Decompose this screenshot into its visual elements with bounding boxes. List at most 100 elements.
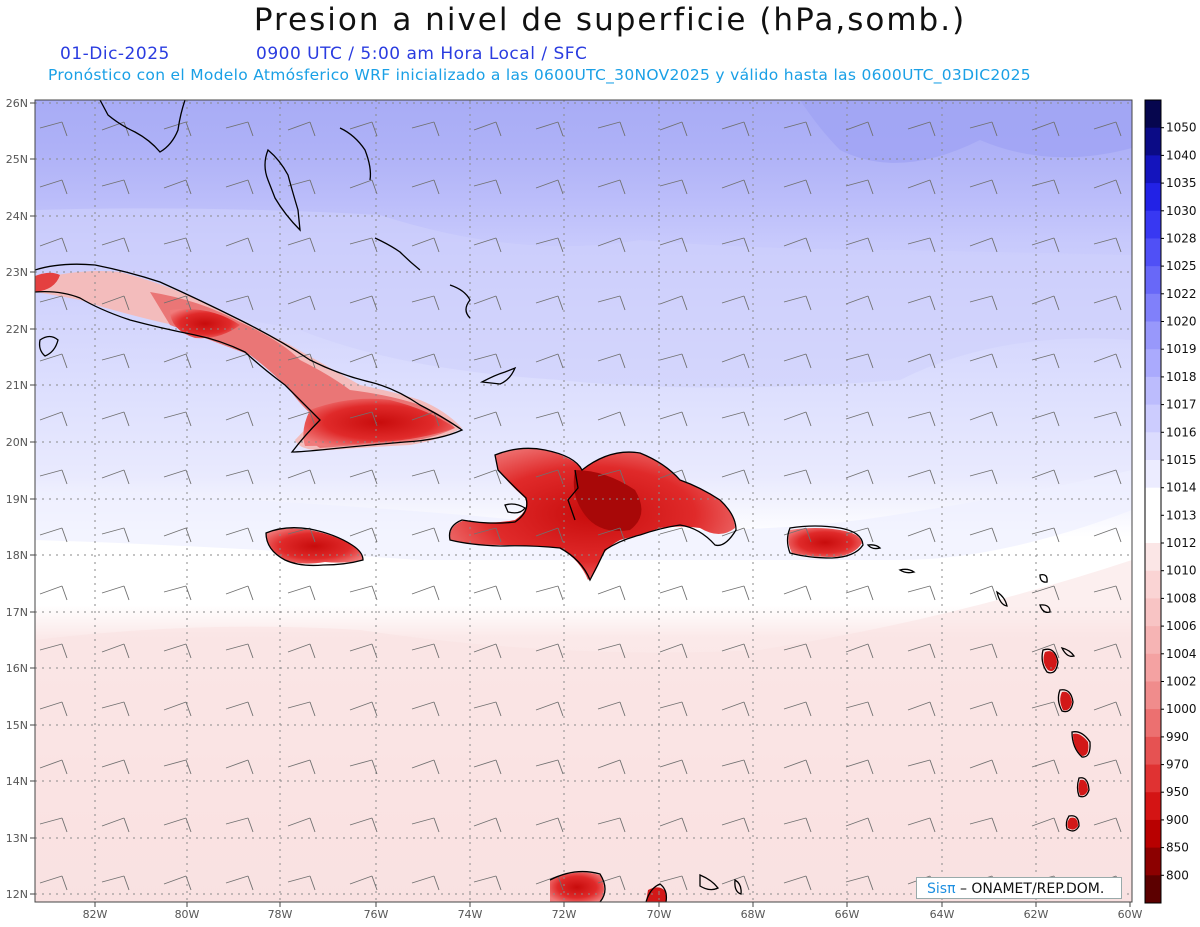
wind-barb-icon	[659, 759, 688, 775]
wind-barb-icon	[783, 701, 812, 717]
wind-barb-icon	[845, 759, 874, 775]
wind-barb-icon	[845, 295, 874, 311]
land-pressure	[35, 271, 1089, 902]
colorbar-label: 1020	[1166, 315, 1197, 329]
wind-barb-icon	[845, 353, 874, 369]
coastlines	[35, 100, 1091, 902]
wind-barb-icon	[783, 817, 812, 833]
wind-barb-icon	[969, 295, 998, 311]
wind-barb-icon	[39, 759, 68, 775]
wind-barb-icon	[101, 585, 130, 601]
wind-barb-icon	[39, 121, 68, 137]
colorbar-swatches	[1145, 100, 1161, 904]
colorbar-label: 950	[1166, 785, 1189, 799]
wind-barb-icon	[597, 237, 626, 253]
wind-barb-icon	[411, 469, 440, 485]
wind-barb-icon	[659, 121, 688, 137]
wind-barb-icon	[907, 237, 936, 253]
wind-barb-icon	[597, 875, 626, 891]
wind-barb-icon	[1093, 817, 1122, 833]
wind-barb-icon	[411, 817, 440, 833]
lat-label-16n: 16N	[6, 662, 28, 675]
wind-barb-icon	[101, 179, 130, 195]
lon-label-64w: 64W	[930, 908, 955, 921]
wind-barb-icon	[411, 759, 440, 775]
colorbar-swatch	[1145, 127, 1161, 156]
wind-barb-icon	[783, 469, 812, 485]
colorbar-label: 1016	[1166, 425, 1197, 439]
wind-barb-icon	[163, 121, 192, 137]
wind-barb-icon	[659, 411, 688, 427]
wind-barb-icon	[225, 759, 254, 775]
wind-barb-icon	[349, 353, 378, 369]
wind-barb-icon	[101, 469, 130, 485]
wind-barb-icon	[535, 701, 564, 717]
wind-barb-icon	[907, 353, 936, 369]
colorbar-label: 1006	[1166, 619, 1197, 633]
wind-barb-icon	[225, 817, 254, 833]
wind-barb-icon	[473, 759, 502, 775]
wind-barb-icon	[721, 237, 750, 253]
wind-barb-icon	[349, 527, 378, 543]
wind-barb-icon	[907, 701, 936, 717]
wind-barb-icon	[1031, 237, 1060, 253]
colorbar-swatch	[1145, 266, 1161, 295]
wind-barb-icon	[659, 701, 688, 717]
wind-barb-icon	[783, 875, 812, 891]
wind-barb-icon	[535, 411, 564, 427]
wind-barb-icon	[225, 121, 254, 137]
lat-label-13n: 13N	[6, 832, 28, 845]
wind-barb-icon	[163, 585, 192, 601]
lon-ticks	[94, 902, 1131, 907]
wind-barb-icon	[969, 237, 998, 253]
colorbar-label: 900	[1166, 813, 1189, 827]
wind-barb-icon	[163, 295, 192, 311]
lat-label-12n: 12N	[6, 888, 28, 901]
wind-barb-icon	[411, 353, 440, 369]
wind-barb-icon	[473, 875, 502, 891]
colorbar-swatch	[1145, 376, 1161, 406]
wind-barb-icon	[1031, 295, 1060, 311]
wind-barb-icon	[721, 469, 750, 485]
wind-barb-icon	[39, 295, 68, 311]
colorbar-swatch	[1145, 321, 1161, 350]
colorbar-swatch	[1145, 210, 1161, 239]
wind-barb-icon	[535, 121, 564, 137]
wind-barb-icon	[287, 701, 316, 717]
wind-barb-icon	[1093, 701, 1122, 717]
wind-barb-icon	[287, 411, 316, 427]
lon-label-62w: 62W	[1024, 908, 1049, 921]
colorbar-label: 970	[1166, 758, 1189, 772]
wind-barb-icon	[225, 237, 254, 253]
wind-barb-icon	[1031, 353, 1060, 369]
colorbar-label: 1030	[1166, 204, 1197, 218]
wind-barb-icon	[101, 875, 130, 891]
wind-barb-icon	[163, 411, 192, 427]
wind-barb-icon	[1093, 295, 1122, 311]
lon-label-66w: 66W	[835, 908, 860, 921]
wind-barb-icon	[783, 643, 812, 659]
wind-barb-icon	[721, 643, 750, 659]
colorbar-label: 1015	[1166, 453, 1197, 467]
wind-barb-icon	[1031, 527, 1060, 543]
wind-barb-icon	[39, 527, 68, 543]
wind-barb-icon	[597, 759, 626, 775]
wind-barb-icon	[969, 585, 998, 601]
wind-barb-icon	[1093, 469, 1122, 485]
wind-barb-icon	[969, 179, 998, 195]
colorbar-swatch	[1145, 764, 1161, 793]
wind-barb-icon	[101, 817, 130, 833]
wind-barb-icon	[721, 875, 750, 891]
colorbar-swatch	[1145, 100, 1161, 129]
colorbar-label: 1018	[1166, 370, 1197, 384]
wind-barb-icon	[721, 817, 750, 833]
wind-barb-icon	[721, 411, 750, 427]
colorbar-swatch	[1145, 459, 1161, 489]
wind-barb-icon	[225, 469, 254, 485]
wind-barb-icon	[1031, 585, 1060, 601]
lon-label-74w: 74W	[458, 908, 483, 921]
wind-barb-icon	[349, 179, 378, 195]
colorbar-swatch	[1145, 293, 1161, 323]
wind-barb-icon	[473, 237, 502, 253]
wind-barb-icon	[969, 701, 998, 717]
